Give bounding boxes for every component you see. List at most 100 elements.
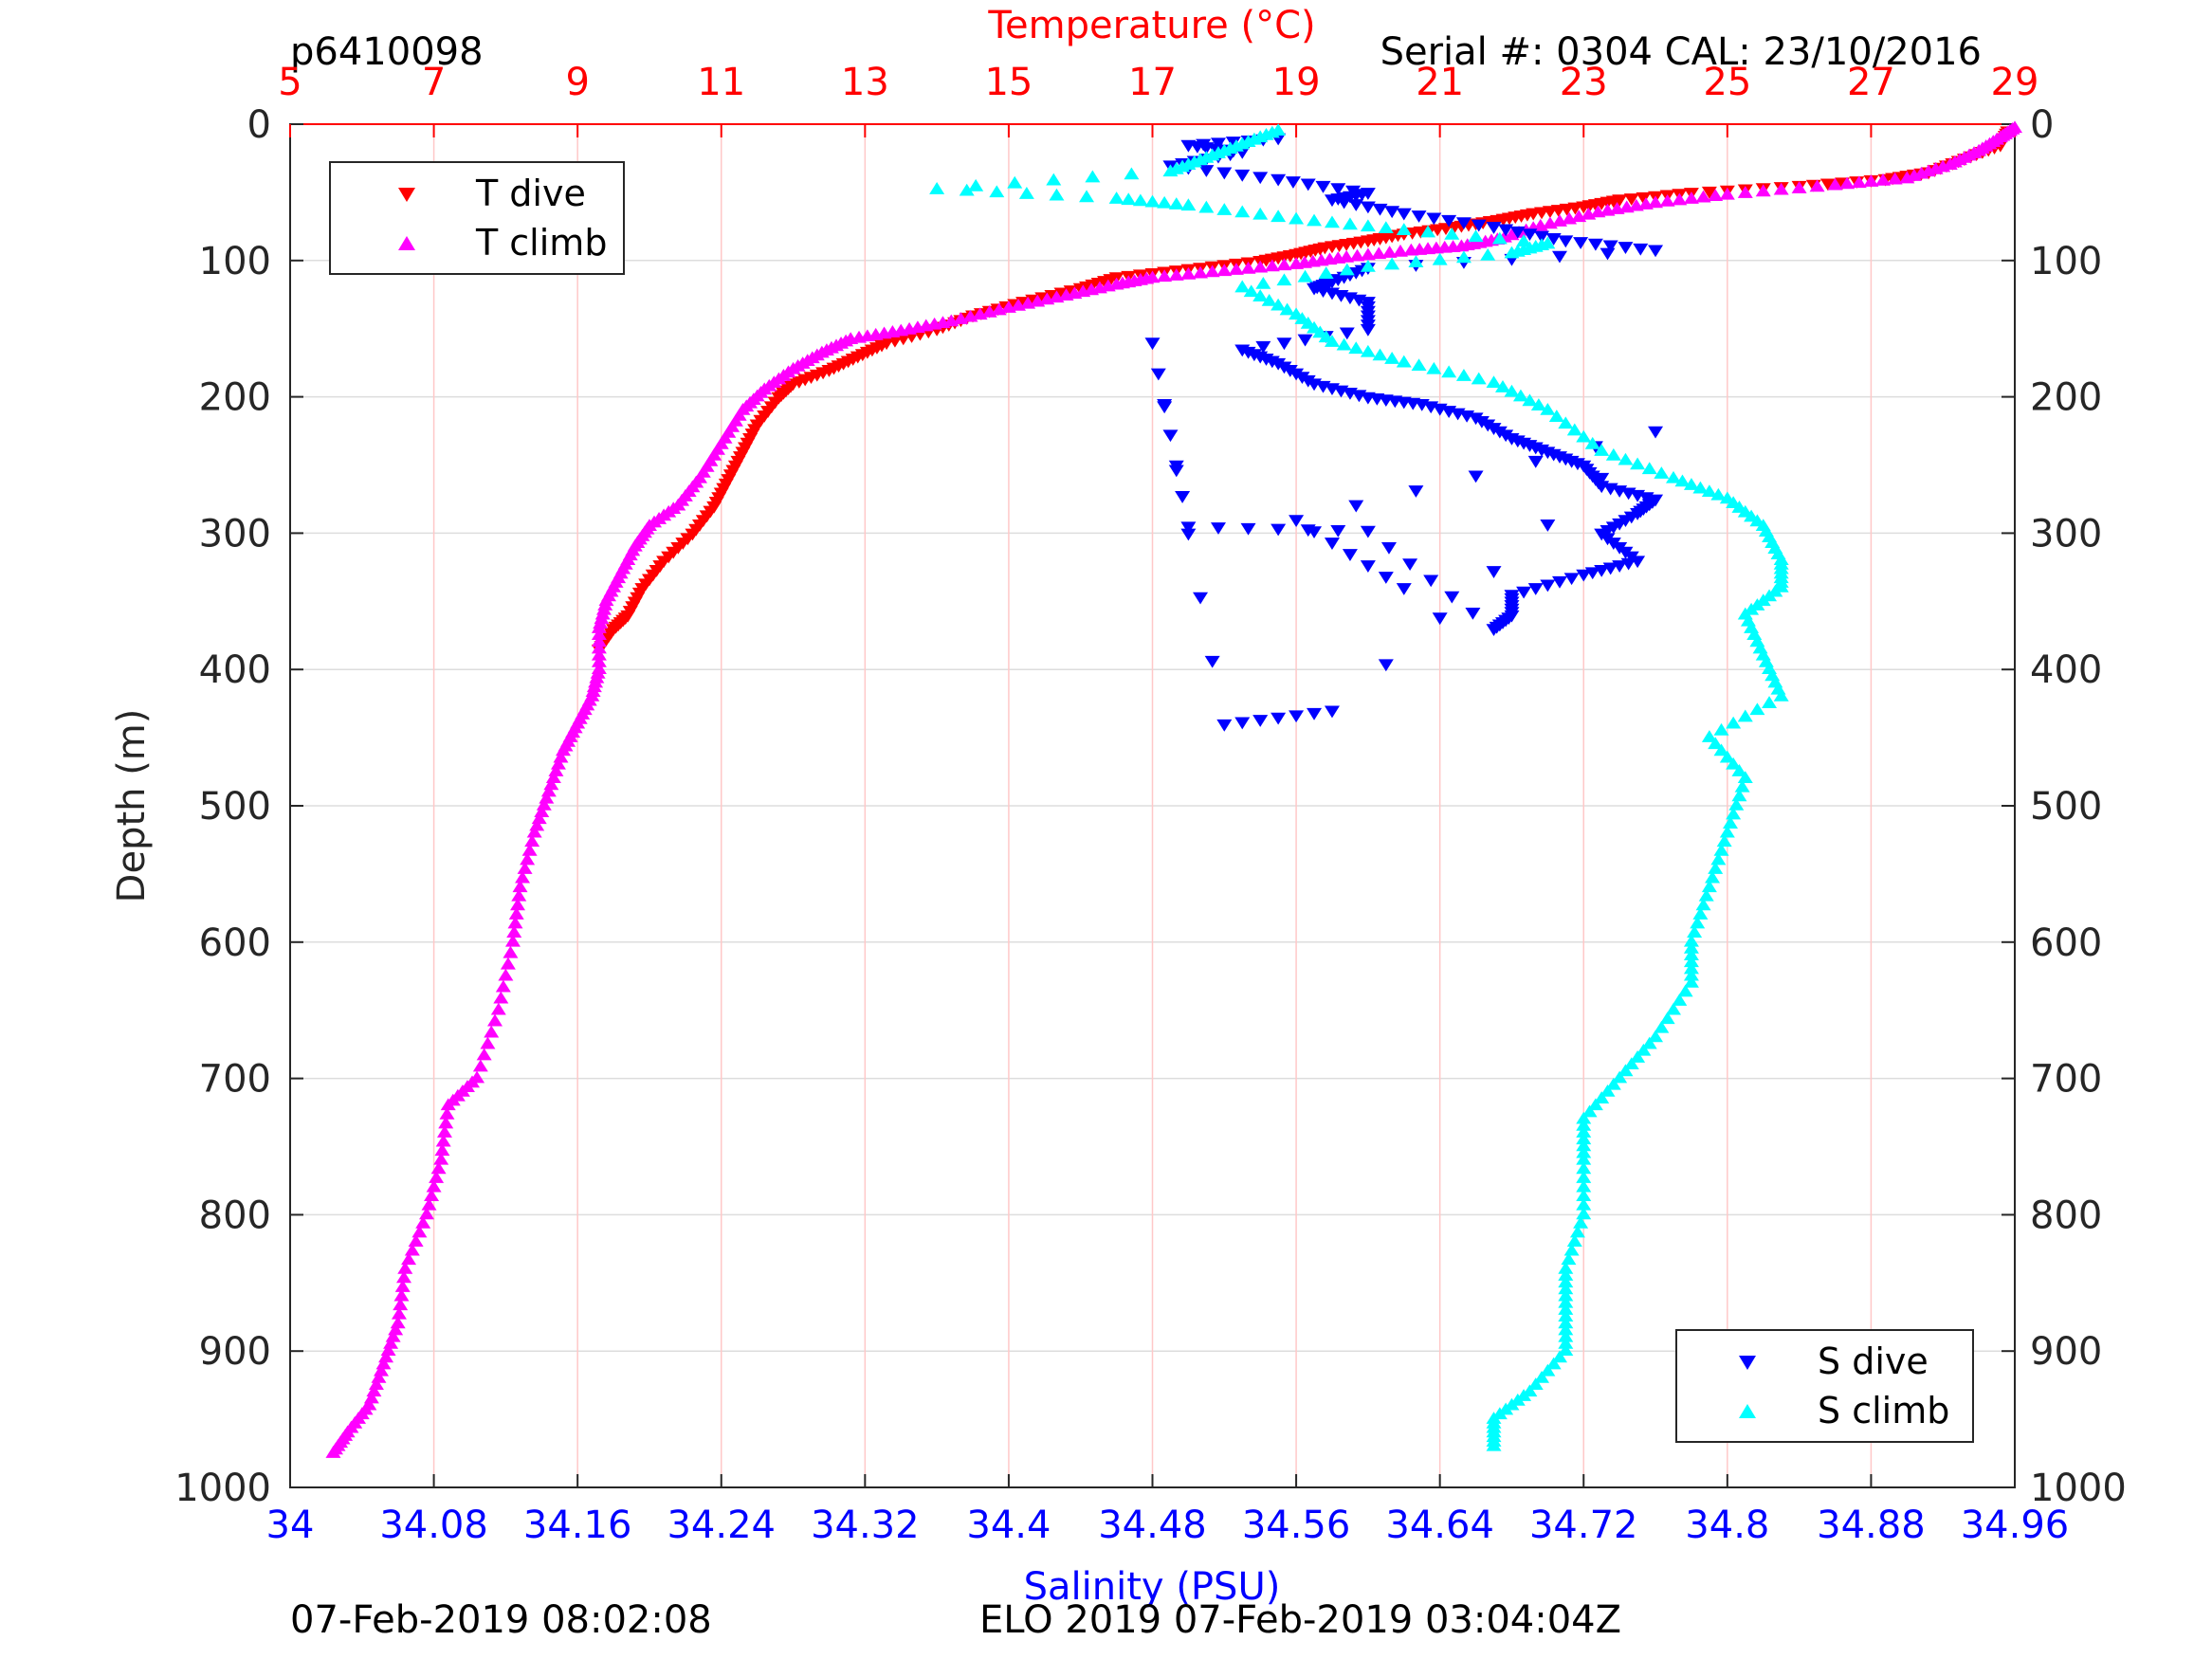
data-point [1324,194,1340,208]
data-point [1234,280,1251,293]
data-point [397,1261,413,1274]
data-point [1618,515,1634,528]
data-point [1468,470,1484,483]
depth-tick-label-left: 1000 [174,1467,271,1510]
salinity-tick-label: 34.72 [1529,1504,1638,1547]
data-point [1576,1171,1592,1183]
data-point [1252,715,1269,727]
data-point [1551,575,1567,589]
data-point [1563,1243,1580,1256]
data-point [991,302,1007,316]
data-point [1594,472,1610,485]
data-point [1695,898,1711,911]
data-point [1899,171,1915,184]
data-point [1441,365,1457,378]
temperature-tick-label: 25 [1703,61,1751,104]
data-point [1198,200,1215,213]
legend-t-dive-label: T dive [475,173,586,214]
data-point [1075,284,1091,298]
data-point [1708,189,1724,202]
data-point [1324,538,1340,550]
data-point [1548,410,1564,422]
depth-tick-label-right: 800 [2030,1194,2102,1237]
data-point [1396,583,1412,595]
data-point [1252,289,1269,301]
data-point [1731,764,1747,776]
data-point [1144,194,1161,208]
data-point [435,1134,451,1147]
data-point [510,898,526,911]
data-point [1558,1309,1574,1322]
data-point [1698,888,1714,902]
data-point [1162,429,1179,443]
data-point [1563,573,1580,586]
data-point [1108,277,1124,290]
data-point [1279,302,1295,316]
data-point [1665,470,1681,483]
data-point [1726,716,1742,729]
data-point [1157,401,1173,414]
data-point [1630,508,1646,520]
temperature-tick-label: 23 [1560,61,1608,104]
data-series [325,120,2022,1458]
data-point [1157,269,1173,283]
data-point [1612,518,1628,531]
data-point [490,1002,506,1015]
data-point [476,1048,492,1061]
temperature-tick-label: 17 [1128,61,1177,104]
data-point [1444,591,1460,604]
data-point [1297,269,1313,283]
data-point [1049,188,1065,201]
data-point [1576,569,1592,582]
salinity-tick-label: 34.56 [1242,1504,1351,1547]
data-point [1630,1050,1646,1063]
data-point [1471,372,1487,385]
data-point [1683,940,1699,954]
data-point [1360,560,1376,573]
data-point [1228,263,1244,275]
data-point [1887,172,1903,185]
data-point [495,979,511,993]
data-point [429,1171,445,1183]
data-point [1504,384,1520,397]
data-point [526,825,542,838]
data-point [1683,955,1699,968]
data-point [440,1098,456,1111]
data-point [1558,1329,1574,1342]
data-point [1576,429,1592,443]
data-point [393,1298,409,1311]
data-point [1623,511,1639,524]
data-point [1324,215,1340,228]
data-point [1441,214,1457,228]
data-point [1491,231,1508,245]
data-point [1180,198,1197,211]
data-point [1600,525,1616,538]
data-point [1648,1030,1664,1043]
data-point [1455,250,1472,264]
data-point [1701,484,1717,498]
data-point [1234,717,1251,730]
data-point [1530,398,1546,410]
data-point [1648,195,1664,209]
data-point [1455,369,1472,381]
data-point [1381,246,1398,258]
data-point [1408,485,1424,498]
data-point [1180,521,1197,535]
data-point [1204,655,1220,668]
data-point [500,957,516,970]
data-point [1705,870,1721,884]
data-point [1590,205,1606,218]
data-point [1378,221,1394,234]
data-point [1600,203,1616,216]
data-point [1558,1282,1574,1295]
data-point [1271,173,1287,187]
data-point [1396,223,1412,235]
data-point [438,1116,454,1129]
data-point [1324,335,1340,347]
data-point [1276,273,1292,286]
data-point [426,1179,442,1193]
data-point [1392,244,1408,257]
data-point [472,1059,488,1072]
data-point [421,1197,437,1211]
data-point [1641,462,1657,475]
